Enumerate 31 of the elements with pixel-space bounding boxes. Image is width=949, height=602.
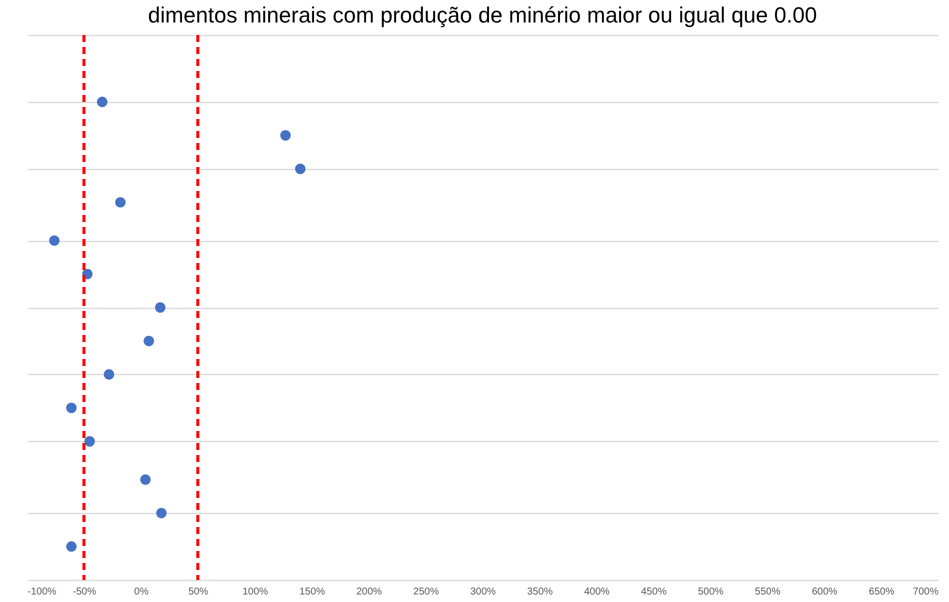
x-tick-label: 50% bbox=[188, 586, 208, 598]
x-tick-label: 0% bbox=[134, 586, 149, 598]
x-tick-label: 550% bbox=[754, 586, 781, 598]
x-tick-label: 700% bbox=[912, 586, 939, 598]
point bbox=[66, 402, 77, 414]
point bbox=[144, 336, 154, 346]
x-tick-label: 150% bbox=[299, 586, 326, 598]
point bbox=[104, 369, 114, 380]
x-tick-label: -100% bbox=[28, 586, 57, 598]
x-tick-label: 600% bbox=[812, 586, 838, 598]
x-tick-label: -50% bbox=[72, 586, 96, 598]
point bbox=[115, 197, 126, 208]
point bbox=[140, 474, 151, 485]
x-tick-label: 650% bbox=[868, 586, 894, 598]
point bbox=[96, 96, 108, 108]
x-tick-label: 500% bbox=[698, 586, 724, 598]
x-tick-label: 300% bbox=[470, 586, 496, 598]
x-tick-label: 350% bbox=[527, 586, 553, 598]
x-tick-label: 450% bbox=[641, 586, 667, 598]
x-tick-label: 100% bbox=[242, 586, 268, 598]
point bbox=[156, 508, 167, 518]
chart-title: dimentos minerais com produção de minério maior ou igual que 0.00 bbox=[148, 2, 817, 28]
x-tick-label: 200% bbox=[356, 586, 382, 598]
point bbox=[295, 164, 306, 174]
point bbox=[66, 541, 77, 552]
point bbox=[84, 436, 95, 447]
x-tick-label: 400% bbox=[584, 586, 610, 598]
x-tick-label: 250% bbox=[413, 586, 439, 598]
point bbox=[49, 235, 60, 246]
point bbox=[154, 302, 166, 313]
point bbox=[280, 130, 291, 141]
